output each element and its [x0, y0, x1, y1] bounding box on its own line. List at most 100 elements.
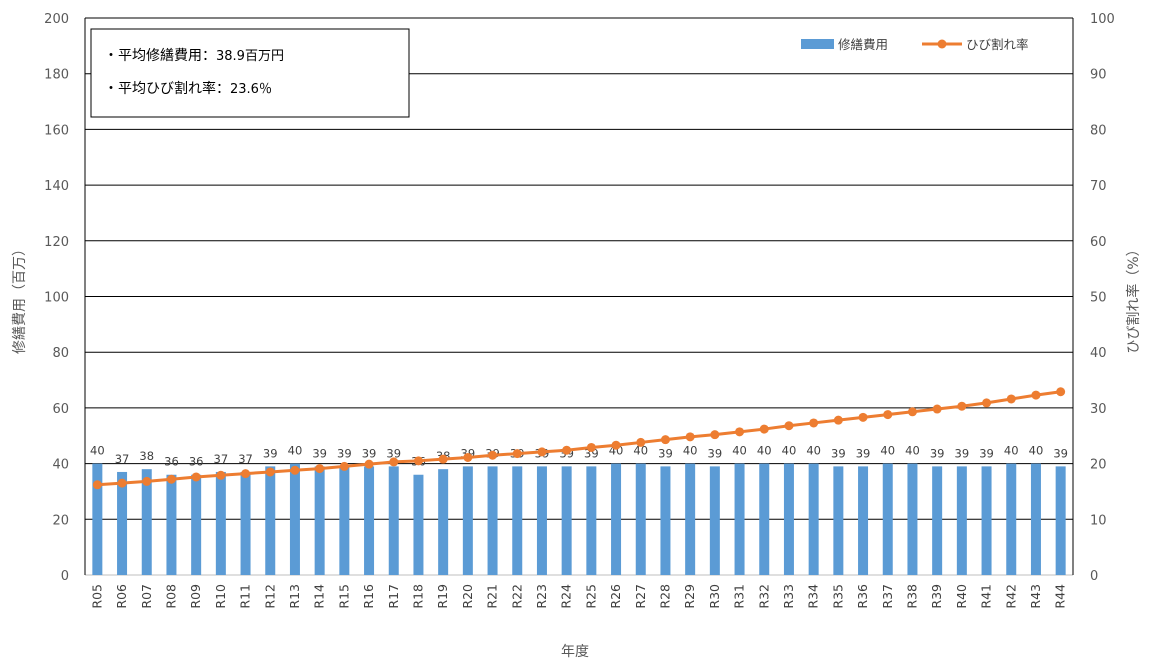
bar — [882, 463, 893, 575]
line-point — [907, 407, 917, 417]
x-tick-label: R32 — [756, 584, 771, 609]
bar-data-label: 40 — [782, 444, 797, 458]
line-point — [1031, 390, 1041, 400]
line-series — [92, 387, 1066, 490]
bar-data-label: 40 — [1004, 444, 1019, 458]
bar — [413, 474, 424, 575]
bar-data-label: 40 — [905, 444, 920, 458]
bar — [215, 471, 226, 575]
bar-data-label: 39 — [708, 446, 723, 460]
y-tick-label: 160 — [44, 123, 69, 138]
line-point — [438, 454, 448, 464]
bar-data-label: 39 — [386, 446, 401, 460]
y-tick-label: 200 — [44, 12, 69, 27]
bar — [783, 463, 794, 575]
x-tick-label: R42 — [1003, 584, 1018, 609]
avg-cost-line: ・平均修繕費用：38.9百万円 — [104, 48, 284, 64]
x-tick-label: R15 — [336, 584, 351, 609]
line-point — [858, 412, 868, 422]
avg-crack-value: 23.6％ — [230, 82, 272, 97]
line-point — [611, 440, 621, 450]
bar-series — [92, 463, 1066, 575]
bar — [438, 469, 449, 575]
y-tick-label: 180 — [44, 68, 69, 83]
line-point — [339, 461, 349, 471]
y2-tick-label: 80 — [1090, 123, 1107, 138]
x-tick-label: R19 — [435, 584, 450, 609]
line-point — [389, 457, 399, 467]
x-tick-label: R28 — [657, 584, 672, 609]
x-tick-label: R13 — [287, 584, 302, 609]
avg-crack-line: ・平均ひび割れ率：23.6％ — [104, 80, 272, 97]
x-tick-label: R31 — [732, 584, 747, 609]
x-tick-label: R12 — [262, 584, 277, 609]
line-point — [932, 404, 942, 414]
bar — [1006, 463, 1017, 575]
bar-data-label: 39 — [856, 446, 871, 460]
bar — [289, 463, 300, 575]
x-tick-label: R23 — [534, 584, 549, 609]
x-tick-label: R36 — [855, 584, 870, 609]
x-tick-label: R17 — [386, 584, 401, 609]
y-tick-label: 40 — [52, 458, 69, 473]
x-tick-label: R38 — [904, 584, 919, 609]
x-tick-label: R29 — [682, 584, 697, 609]
bar-data-label: 40 — [732, 444, 747, 458]
bar — [956, 466, 967, 575]
bar — [117, 471, 128, 575]
bar-data-label: 40 — [757, 444, 772, 458]
x-axis-ticks: R05 R06 R07 R08 R09 R10 R11 R12 R13 R14 R15 R16 R17 R… — [89, 584, 1067, 609]
bar — [1055, 466, 1066, 575]
bar-data-label: 40 — [90, 444, 105, 458]
y2-tick-label: 0 — [1090, 569, 1098, 584]
line-point — [290, 465, 300, 475]
crack-rate-line — [97, 390, 1061, 487]
line-point — [488, 450, 498, 460]
x-tick-label: R20 — [460, 584, 475, 609]
bar-data-label: 39 — [1053, 446, 1068, 460]
x-tick-label: R30 — [707, 584, 722, 609]
y-tick-label: 0 — [61, 569, 69, 584]
bar — [734, 463, 745, 575]
bar — [314, 466, 325, 575]
y-tick-label: 20 — [52, 513, 69, 528]
x-tick-label: R09 — [188, 584, 203, 609]
bar-data-label: 40 — [683, 444, 698, 458]
x-tick-label: R39 — [929, 584, 944, 609]
x-tick-label: R27 — [633, 584, 648, 609]
bar — [339, 466, 350, 575]
bar — [808, 463, 819, 575]
bar — [462, 466, 473, 575]
bar-data-label: 39 — [831, 446, 846, 460]
x-tick-label: R10 — [213, 584, 228, 609]
bar-data-label: 39 — [362, 446, 377, 460]
bar — [709, 466, 720, 575]
bar-data-label: 38 — [139, 449, 154, 463]
summary-note-box — [90, 28, 410, 118]
bar — [1030, 463, 1041, 575]
line-point — [710, 430, 720, 440]
x-tick-label: R37 — [880, 584, 895, 609]
bar-data-label: 39 — [658, 446, 673, 460]
y2-tick-label: 20 — [1090, 458, 1107, 473]
bar — [561, 466, 572, 575]
avg-crack-label: ・平均ひび割れ率： — [104, 80, 230, 97]
line-point — [216, 470, 226, 480]
y2-tick-label: 10 — [1090, 513, 1107, 528]
bar-data-label: 39 — [955, 446, 970, 460]
line-point — [957, 401, 967, 411]
x-tick-label: R05 — [89, 584, 104, 609]
x-tick-label: R41 — [979, 584, 994, 609]
x-tick-label: R24 — [559, 584, 574, 609]
y2-tick-label: 90 — [1090, 68, 1107, 83]
line-point — [241, 469, 251, 479]
left-y-axis-ticks: 0 20 40 60 80 100 120 140 160 180 200 — [44, 12, 69, 584]
bar — [907, 463, 918, 575]
line-point — [784, 421, 794, 431]
bar — [265, 466, 276, 575]
bar — [364, 466, 375, 575]
y2-tick-label: 30 — [1090, 402, 1107, 417]
bar-data-label: 37 — [115, 452, 130, 466]
bar-data-label: 37 — [214, 452, 229, 466]
x-tick-label: R33 — [781, 584, 796, 609]
